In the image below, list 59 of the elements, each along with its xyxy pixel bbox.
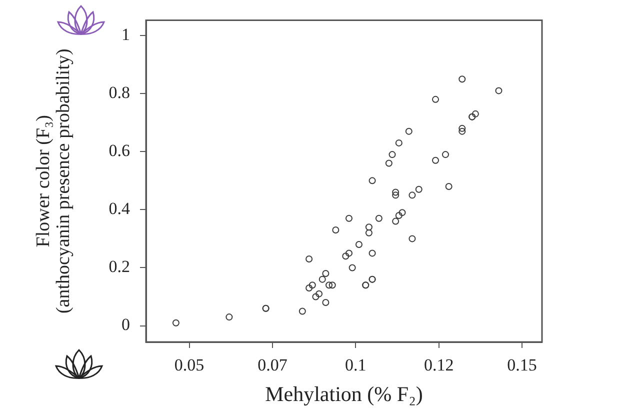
point xyxy=(442,151,449,158)
point xyxy=(345,250,352,257)
x-tick-label: 0.07 xyxy=(258,356,288,375)
point xyxy=(316,290,323,298)
point xyxy=(306,284,313,292)
x-tick-label: 0.05 xyxy=(174,356,204,375)
point xyxy=(392,192,400,199)
point xyxy=(375,214,382,222)
x-axis-title: Mehylation (% F₂) xyxy=(265,382,423,406)
point xyxy=(328,282,336,289)
y-tick-label: 0.2 xyxy=(108,257,130,276)
point xyxy=(432,156,440,164)
point xyxy=(405,128,412,135)
point xyxy=(445,182,452,190)
point xyxy=(226,314,233,321)
point xyxy=(312,293,320,300)
x-tick-label: 0.1 xyxy=(345,356,366,375)
text: Flower color (F₃) xyxy=(32,114,54,248)
x-tick-label: 0.12 xyxy=(424,356,454,375)
y-tick-label: 0 xyxy=(122,315,130,334)
point xyxy=(345,214,352,222)
point xyxy=(368,250,376,257)
point xyxy=(355,241,362,248)
point xyxy=(472,110,479,118)
point xyxy=(365,224,372,231)
point xyxy=(348,264,356,272)
point xyxy=(322,270,330,278)
point xyxy=(458,124,466,132)
point xyxy=(392,218,400,225)
point xyxy=(495,87,502,94)
point xyxy=(458,76,466,83)
point xyxy=(388,151,396,158)
y-tick-label: 0.8 xyxy=(108,83,130,102)
point xyxy=(326,282,333,289)
point xyxy=(368,177,376,184)
y-tick-label: 0.4 xyxy=(108,199,130,218)
point xyxy=(308,282,316,289)
point xyxy=(318,276,326,283)
point xyxy=(395,139,402,146)
point xyxy=(298,308,306,315)
y-tick-label: 1 xyxy=(122,25,130,44)
point xyxy=(322,299,330,306)
point xyxy=(458,128,466,135)
point xyxy=(365,229,372,236)
point xyxy=(408,192,416,199)
point xyxy=(408,235,416,242)
point xyxy=(306,256,313,263)
point xyxy=(342,252,350,260)
y-tick-label: 0.6 xyxy=(108,141,130,160)
point xyxy=(395,212,402,219)
point xyxy=(332,226,340,234)
point xyxy=(432,96,440,103)
point xyxy=(392,188,400,196)
text: (anthocyanin presence probability) xyxy=(52,48,74,314)
point xyxy=(415,186,422,193)
point xyxy=(385,160,392,167)
point xyxy=(172,319,180,326)
point xyxy=(398,209,406,216)
x-tick-label: 0.15 xyxy=(507,356,537,375)
